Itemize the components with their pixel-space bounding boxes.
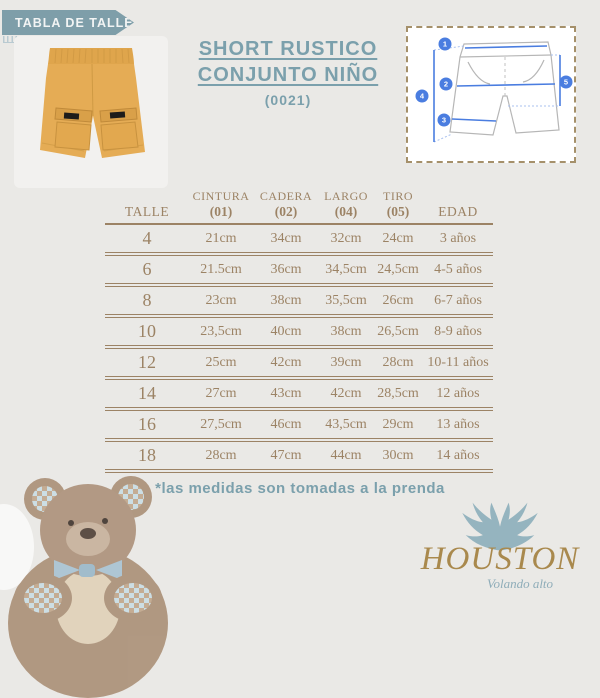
table-row: 6 21.5cm 36cm 34,5cm 24,5cm 4-5 años [105, 256, 493, 287]
marker-2: 2 [444, 80, 448, 89]
bear-foot [14, 574, 72, 622]
bear-bowtie [96, 560, 122, 580]
column-header-cintura: CINTURA (01) [192, 189, 250, 219]
column-header-edad: EDAD [438, 204, 478, 219]
measurement-diagram-drawing: 1 2 3 4 5 [415, 37, 573, 143]
brand-logo: HOUSTON Volando alto [405, 502, 595, 592]
size-table-header: TALLE CINTURA (01) CADERA (02) LARGO (04) T… [105, 188, 493, 225]
table-row: 14 27cm 43cm 42cm 28,5cm 12 años [105, 380, 493, 411]
table-row: 16 27,5cm 46cm 43,5cm 29cm 13 años [105, 411, 493, 442]
table-row: 4 21cm 34cm 32cm 24cm 3 años [105, 225, 493, 256]
column-header-cadera: CADERA (02) [259, 189, 313, 219]
product-code: (0021) [264, 92, 312, 108]
marker-5: 5 [564, 78, 568, 87]
teddy-bear-photo [0, 476, 200, 698]
measurement-diagram: 1 2 3 4 5 [406, 26, 576, 163]
bear-bowtie [54, 560, 80, 580]
shorts-photo [12, 34, 170, 190]
shorts-photo-drawing [14, 36, 168, 188]
product-name-line2: CONJUNTO NIÑO [197, 64, 379, 86]
brand-tagline: Volando alto [486, 576, 554, 591]
measurement-note: *las medidas son tomadas a la prenda [155, 480, 445, 497]
product-name-line1: SHORT RUSTICO [198, 38, 378, 60]
table-row: 18 28cm 47cm 44cm 30cm 14 años [105, 442, 493, 473]
bear-foot [104, 574, 162, 622]
marker-4: 4 [420, 92, 425, 101]
marker-3: 3 [442, 116, 446, 125]
table-row: 8 23cm 38cm 35,5cm 26cm 6-7 años [105, 287, 493, 318]
marker-1: 1 [443, 40, 447, 49]
table-row: 12 25cm 42cm 39cm 28cm 10-11 años [105, 349, 493, 380]
eagle-wings-icon [462, 502, 538, 551]
page-title: SHORT RUSTICO CONJUNTO NIÑO (0021) [160, 36, 416, 108]
size-chart-badge: TABLA DE TALLE [2, 10, 134, 35]
brand-name: HOUSTON [420, 541, 580, 577]
column-header-largo: LARGO (04) [324, 189, 368, 219]
column-header-tiro: TIRO (05) [383, 189, 413, 219]
size-chart-badge-label: TABLA DE TALLE [15, 15, 134, 30]
size-table: TALLE CINTURA (01) CADERA (02) LARGO (04) T… [105, 188, 493, 473]
table-row: 10 23,5cm 40cm 38cm 26,5cm 8-9 años [105, 318, 493, 349]
column-header-talle: TALLE [124, 204, 170, 219]
